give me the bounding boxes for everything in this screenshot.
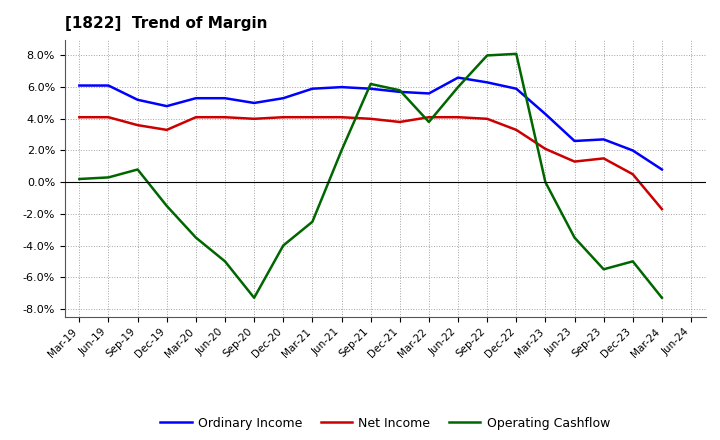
Operating Cashflow <box>133 167 142 172</box>
Net Income <box>541 146 550 151</box>
Ordinary Income <box>395 89 404 95</box>
Net Income <box>192 114 200 120</box>
Ordinary Income <box>337 84 346 90</box>
Ordinary Income <box>104 83 113 88</box>
Ordinary Income <box>163 103 171 109</box>
Net Income <box>483 116 492 121</box>
Net Income <box>570 159 579 164</box>
Ordinary Income <box>279 95 287 101</box>
Ordinary Income <box>250 100 258 106</box>
Net Income <box>220 114 229 120</box>
Net Income <box>163 127 171 132</box>
Ordinary Income <box>570 138 579 143</box>
Operating Cashflow <box>425 119 433 125</box>
Operating Cashflow <box>279 243 287 248</box>
Operating Cashflow <box>395 88 404 93</box>
Net Income <box>279 114 287 120</box>
Legend: Ordinary Income, Net Income, Operating Cashflow: Ordinary Income, Net Income, Operating C… <box>156 412 615 435</box>
Net Income <box>512 127 521 132</box>
Net Income <box>104 114 113 120</box>
Ordinary Income <box>133 97 142 103</box>
Operating Cashflow <box>599 267 608 272</box>
Operating Cashflow <box>308 219 317 224</box>
Ordinary Income <box>454 75 462 80</box>
Operating Cashflow <box>541 180 550 185</box>
Operating Cashflow <box>366 81 375 87</box>
Ordinary Income <box>308 86 317 92</box>
Net Income <box>657 206 666 212</box>
Operating Cashflow <box>104 175 113 180</box>
Operating Cashflow <box>512 51 521 56</box>
Net Income <box>133 122 142 128</box>
Net Income <box>425 114 433 120</box>
Net Income <box>337 114 346 120</box>
Net Income <box>395 119 404 125</box>
Ordinary Income <box>512 86 521 92</box>
Operating Cashflow <box>454 84 462 90</box>
Net Income <box>629 172 637 177</box>
Line: Operating Cashflow: Operating Cashflow <box>79 54 662 298</box>
Ordinary Income <box>483 80 492 85</box>
Ordinary Income <box>629 148 637 153</box>
Operating Cashflow <box>570 235 579 240</box>
Operating Cashflow <box>75 176 84 182</box>
Ordinary Income <box>366 86 375 92</box>
Ordinary Income <box>541 111 550 117</box>
Operating Cashflow <box>629 259 637 264</box>
Operating Cashflow <box>250 295 258 301</box>
Ordinary Income <box>657 167 666 172</box>
Operating Cashflow <box>192 235 200 240</box>
Ordinary Income <box>75 83 84 88</box>
Operating Cashflow <box>483 53 492 58</box>
Operating Cashflow <box>657 295 666 301</box>
Operating Cashflow <box>337 148 346 153</box>
Net Income <box>366 116 375 121</box>
Ordinary Income <box>599 137 608 142</box>
Net Income <box>308 114 317 120</box>
Net Income <box>75 114 84 120</box>
Line: Net Income: Net Income <box>79 117 662 209</box>
Ordinary Income <box>425 91 433 96</box>
Text: [1822]  Trend of Margin: [1822] Trend of Margin <box>65 16 267 32</box>
Net Income <box>599 156 608 161</box>
Line: Ordinary Income: Ordinary Income <box>79 77 662 169</box>
Ordinary Income <box>192 95 200 101</box>
Operating Cashflow <box>220 259 229 264</box>
Operating Cashflow <box>163 203 171 209</box>
Net Income <box>454 114 462 120</box>
Net Income <box>250 116 258 121</box>
Ordinary Income <box>220 95 229 101</box>
